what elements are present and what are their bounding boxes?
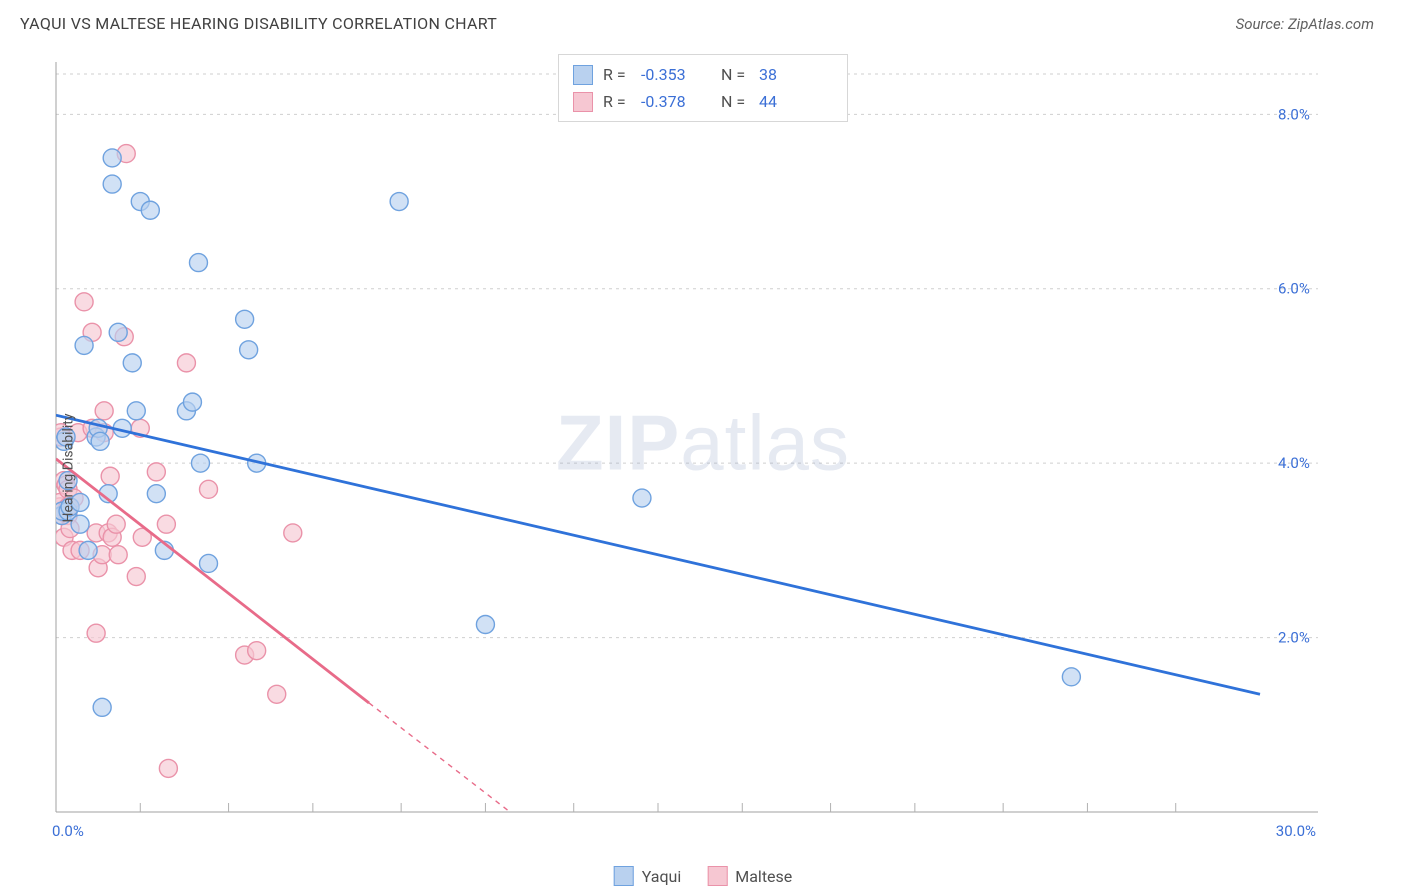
scatter-plot: 2.0% 4.0% 6.0% 8.0% 0.0% 30.0% bbox=[20, 48, 1350, 858]
data-point-yaqui bbox=[79, 541, 97, 559]
legend-item: Maltese bbox=[707, 866, 792, 886]
data-point-maltese bbox=[107, 515, 125, 533]
data-point-maltese bbox=[127, 568, 145, 586]
data-point-yaqui bbox=[183, 393, 201, 411]
legend-label: Yaqui bbox=[642, 867, 682, 886]
n-label: N = bbox=[721, 61, 749, 88]
data-point-yaqui bbox=[147, 485, 165, 503]
data-point-yaqui bbox=[123, 354, 141, 372]
data-point-yaqui bbox=[476, 616, 494, 634]
data-point-yaqui bbox=[633, 489, 651, 507]
data-point-maltese bbox=[200, 480, 218, 498]
legend-swatch bbox=[573, 65, 593, 85]
data-point-yaqui bbox=[141, 201, 159, 219]
data-point-maltese bbox=[87, 624, 105, 642]
data-point-yaqui bbox=[240, 341, 258, 359]
data-point-yaqui bbox=[91, 432, 109, 450]
svg-text:2.0%: 2.0% bbox=[1278, 629, 1310, 647]
data-point-yaqui bbox=[191, 454, 209, 472]
data-point-yaqui bbox=[236, 310, 254, 328]
data-point-yaqui bbox=[75, 336, 93, 354]
r-label: R = bbox=[603, 61, 631, 88]
legend-swatch bbox=[707, 866, 727, 886]
legend-label: Maltese bbox=[735, 867, 792, 886]
data-point-maltese bbox=[75, 293, 93, 311]
r-value: -0.353 bbox=[641, 61, 711, 88]
y-axis-label: Hearing Disability bbox=[60, 414, 76, 523]
trend-line-maltese-extrapolated bbox=[369, 703, 578, 858]
n-label: N = bbox=[721, 88, 749, 115]
legend-row: R = -0.353 N = 38 bbox=[573, 61, 829, 88]
data-point-maltese bbox=[268, 685, 286, 703]
data-point-yaqui bbox=[109, 323, 127, 341]
data-point-maltese bbox=[95, 402, 113, 420]
legend-swatch bbox=[614, 866, 634, 886]
source-attribution: Source: ZipAtlas.com bbox=[1236, 15, 1374, 33]
n-value: 38 bbox=[759, 61, 829, 88]
data-point-yaqui bbox=[103, 175, 121, 193]
chart-title: YAQUI VS MALTESE HEARING DISABILITY CORR… bbox=[20, 14, 497, 33]
svg-text:30.0%: 30.0% bbox=[1276, 822, 1316, 840]
data-point-yaqui bbox=[127, 402, 145, 420]
legend-item: Yaqui bbox=[614, 866, 682, 886]
data-point-maltese bbox=[109, 546, 127, 564]
r-value: -0.378 bbox=[641, 88, 711, 115]
correlation-legend: R = -0.353 N = 38 R = -0.378 N = 44 bbox=[558, 54, 848, 122]
svg-text:6.0%: 6.0% bbox=[1278, 280, 1310, 298]
n-value: 44 bbox=[759, 88, 829, 115]
data-point-maltese bbox=[284, 524, 302, 542]
data-point-maltese bbox=[248, 642, 266, 660]
data-point-yaqui bbox=[200, 554, 218, 572]
data-point-maltese bbox=[147, 463, 165, 481]
legend-row: R = -0.378 N = 44 bbox=[573, 88, 829, 115]
data-point-yaqui bbox=[103, 149, 121, 167]
data-point-maltese bbox=[159, 759, 177, 777]
chart-container: Hearing Disability 2.0% 4.0% 6.0% 8.0% 0.0% 3… bbox=[20, 48, 1386, 888]
svg-text:8.0%: 8.0% bbox=[1278, 105, 1310, 123]
data-point-yaqui bbox=[93, 698, 111, 716]
data-point-maltese bbox=[157, 515, 175, 533]
r-label: R = bbox=[603, 88, 631, 115]
svg-text:0.0%: 0.0% bbox=[52, 822, 84, 840]
data-point-yaqui bbox=[189, 254, 207, 272]
data-point-maltese bbox=[177, 354, 195, 372]
svg-text:4.0%: 4.0% bbox=[1278, 454, 1310, 472]
series-legend: Yaqui Maltese bbox=[614, 866, 793, 886]
legend-swatch bbox=[573, 92, 593, 112]
data-point-maltese bbox=[101, 467, 119, 485]
data-point-yaqui bbox=[1062, 668, 1080, 686]
data-point-yaqui bbox=[390, 193, 408, 211]
